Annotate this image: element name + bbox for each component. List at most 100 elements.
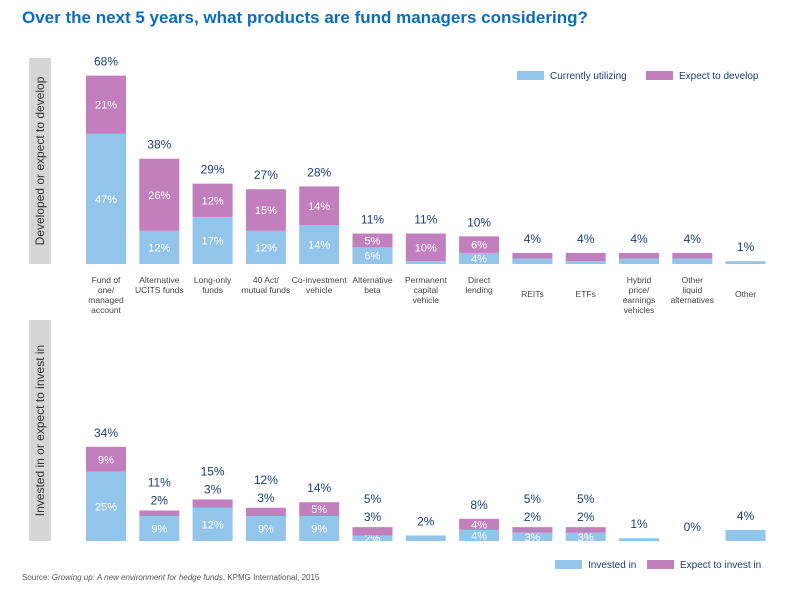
- bar-segment-primary: [619, 538, 659, 541]
- segment-value-label: 47%: [95, 194, 117, 206]
- segment-value-label: 14%: [308, 201, 330, 213]
- total-value-label: 28%: [307, 165, 331, 179]
- secondary-value-label: 3%: [364, 510, 382, 524]
- total-value-label: 68%: [94, 55, 118, 69]
- total-value-label: 5%: [524, 492, 542, 506]
- bar-segment-secondary: [512, 527, 553, 533]
- bar-segment-primary: [299, 225, 340, 264]
- segment-value-label: 17%: [202, 235, 224, 247]
- total-value-label: 14%: [307, 481, 331, 495]
- bar-segment-primary: [192, 507, 233, 541]
- secondary-value-label: 3%: [257, 491, 275, 505]
- legend-label: Expect to invest in: [680, 560, 761, 571]
- secondary-value-label: 3%: [204, 482, 222, 496]
- bar-segment-primary: [725, 261, 766, 264]
- y-axis-label: Invested in or expect to invest in: [33, 345, 47, 516]
- total-value-label: 1%: [630, 517, 648, 531]
- category-label: Fund of one/managed account: [88, 275, 124, 315]
- bar-segment-primary: [619, 258, 659, 264]
- total-value-label: 8%: [470, 498, 488, 512]
- segment-value-label: 3%: [578, 532, 594, 544]
- bar-segment-primary: [512, 532, 553, 541]
- bar-segment-secondary: [672, 252, 713, 259]
- category-label: 40 Act/mutual funds: [242, 275, 291, 295]
- legend: Invested in Expect to invest in: [555, 560, 761, 571]
- total-value-label: 29%: [201, 163, 225, 177]
- segment-value-label: 12%: [148, 242, 170, 254]
- total-value-label: 4%: [684, 232, 702, 246]
- segment-value-label: 4%: [471, 253, 487, 265]
- bar-segment-secondary: [565, 527, 606, 533]
- secondary-value-label: 2%: [577, 510, 595, 524]
- segment-value-label: 26%: [148, 190, 170, 202]
- top-chart-panel: Developed or expect to develop 47% 21% 68% 1…: [29, 55, 766, 265]
- total-value-label: 4%: [524, 232, 542, 246]
- segment-value-label: 6%: [365, 251, 381, 263]
- bar-segment-secondary: [86, 75, 126, 134]
- segment-value-label: 4%: [471, 519, 487, 531]
- segment-value-label: 5%: [365, 235, 381, 247]
- category-label: Hybrid price/earnings vehicles: [623, 275, 656, 315]
- total-value-label: 0%: [684, 520, 702, 534]
- bar-segment-primary: [459, 529, 500, 541]
- segment-value-label: 6%: [471, 240, 487, 252]
- bar-segment-primary: [459, 252, 500, 264]
- total-value-label: 4%: [737, 509, 755, 523]
- bar-segment-secondary: [565, 252, 606, 262]
- bar-segment-secondary: [139, 510, 180, 517]
- bar-segment-primary: [725, 529, 766, 541]
- bar-segment-primary: [565, 532, 606, 541]
- segment-value-label: 12%: [255, 242, 277, 254]
- secondary-value-label: 2%: [151, 494, 169, 508]
- bar-segment-secondary: [299, 502, 340, 517]
- segment-value-label: 9%: [151, 524, 167, 536]
- segment-value-label: 9%: [258, 524, 274, 536]
- total-value-label: 15%: [201, 464, 225, 478]
- bar-segment-primary: [512, 258, 553, 264]
- y-axis-label-box: [29, 320, 51, 541]
- bar-segment-secondary: [86, 446, 126, 472]
- bar-segment-primary: [672, 258, 713, 264]
- total-value-label: 2%: [417, 514, 435, 528]
- total-value-label: 4%: [577, 232, 595, 246]
- bar-segment-secondary: [459, 236, 500, 253]
- legend: Currently utilizing Expect to develop: [517, 71, 759, 82]
- category-label: REITs: [521, 289, 544, 299]
- segment-value-label: 10%: [415, 242, 437, 254]
- bar-segment-secondary: [619, 252, 659, 259]
- total-value-label: 5%: [364, 492, 382, 506]
- legend-swatch: [647, 560, 674, 569]
- segment-value-label: 12%: [202, 519, 224, 531]
- bar-segment-primary: [299, 516, 340, 541]
- segment-value-label: 15%: [255, 205, 277, 217]
- y-axis-label: Developed or expect to develop: [33, 76, 47, 245]
- bar-segment-secondary: [512, 252, 553, 259]
- y-axis-label-box: [29, 58, 51, 264]
- category-label: Alternative UCITS funds: [135, 275, 184, 295]
- total-value-label: 38%: [147, 138, 171, 152]
- segment-value-label: 9%: [98, 454, 114, 466]
- bar-segment-secondary: [405, 233, 446, 262]
- bar-segment-primary: [405, 261, 446, 264]
- source-work-title: Growing up: A new environment for hedge …: [51, 573, 223, 582]
- bar-segment-secondary: [352, 233, 393, 248]
- category-label: Long-only funds: [194, 275, 232, 295]
- category-labels: Fund of one/managed account Alternative UCIT…: [88, 275, 756, 315]
- bar-segment-primary: [245, 516, 286, 541]
- total-value-label: 5%: [577, 492, 595, 506]
- bar-segment-secondary: [299, 186, 340, 226]
- bar-segment-primary: [86, 471, 126, 541]
- segment-value-label: 5%: [311, 504, 327, 516]
- total-value-label: 27%: [254, 168, 278, 182]
- bar-segment-secondary: [192, 183, 233, 217]
- total-value-label: 4%: [630, 232, 648, 246]
- legend-label: Currently utilizing: [550, 71, 627, 82]
- segment-value-label: 25%: [95, 501, 117, 513]
- bottom-chart-panel: Invested in or expect to invest in 25% 9% 3…: [29, 320, 766, 571]
- segment-value-label: 9%: [311, 524, 327, 536]
- bar-segment-primary: [86, 133, 126, 264]
- total-value-label: 12%: [254, 473, 278, 487]
- bar-segment-secondary: [139, 158, 180, 231]
- legend-swatch: [555, 560, 582, 569]
- bar-segment-secondary: [192, 499, 233, 508]
